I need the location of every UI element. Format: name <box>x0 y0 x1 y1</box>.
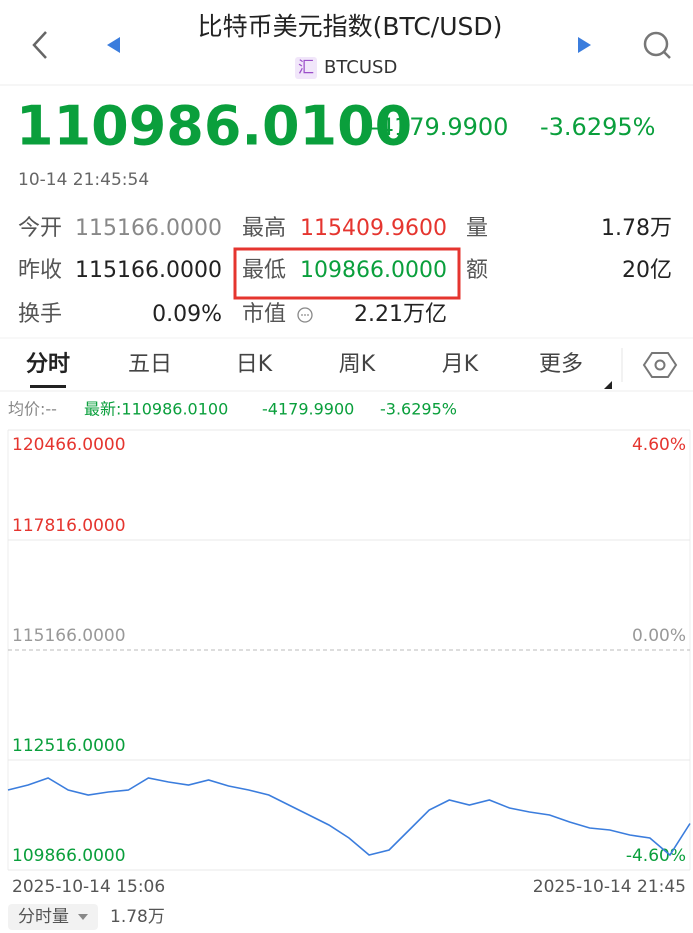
tab[interactable]: 更多 <box>539 352 583 377</box>
quote-time: 10-14 21:45:54 <box>18 170 149 190</box>
back-button[interactable] <box>32 31 47 59</box>
stat-label: 最高 <box>242 216 286 241</box>
stat-label: 最低 <box>242 258 286 283</box>
highlight-box <box>233 247 461 300</box>
y2-tick-label: 4.60% <box>632 435 686 455</box>
price-change-pct: -3.6295% <box>540 113 655 141</box>
stat-label: 今开 <box>18 216 62 241</box>
page-title: 比特币美元指数(BTC/USD) <box>198 12 503 41</box>
tab[interactable]: 分时 <box>26 352 70 377</box>
y-tick-label: 112516.0000 <box>12 736 126 756</box>
stat-label: 换手 <box>18 302 62 327</box>
settings-button[interactable] <box>642 352 678 378</box>
stat-label: 昨收 <box>18 258 62 283</box>
legend-change-pct: -3.6295% <box>380 400 457 419</box>
symbol: BTCUSD <box>324 57 397 78</box>
y-tick-label: 109866.0000 <box>12 846 126 866</box>
legend-avg: 均价:-- <box>8 400 57 419</box>
intraday-chart: 120466.0000 117816.0000 115166.0000 112516.… <box>7 429 691 897</box>
dropdown-arrow <box>78 914 88 920</box>
selector-bg[interactable] <box>8 904 98 930</box>
stat-label: 量 <box>466 216 488 241</box>
stat-label: 额 <box>466 258 488 283</box>
stat-value: 109866.0000 <box>300 258 447 283</box>
tab[interactable]: 周K <box>339 352 376 377</box>
tab-underline <box>30 385 66 388</box>
legend-change: -4179.9900 <box>262 400 354 419</box>
stat-value: 115166.0000 <box>75 216 222 241</box>
y2-tick-label: 0.00% <box>632 626 686 646</box>
badge-bg <box>295 57 317 79</box>
prev-button[interactable] <box>107 37 120 53</box>
stat-value: 1.78万 <box>601 216 672 241</box>
dropdown-corner <box>604 381 612 389</box>
stat-label: 市值 <box>242 302 286 327</box>
stat-value: 2.21万亿 <box>354 302 447 327</box>
price-change: -4179.9900 <box>370 113 508 141</box>
stat-value: 20亿 <box>622 258 672 283</box>
market-badge: 汇 <box>298 58 314 77</box>
stat-value: 115166.0000 <box>75 258 222 283</box>
volume-selector[interactable]: 分时量 <box>18 907 69 927</box>
x-end-label: 2025-10-14 21:45 <box>533 877 686 897</box>
tab[interactable]: 五日 <box>128 352 172 377</box>
y-tick-label: 117816.0000 <box>12 516 126 536</box>
x-start-label: 2025-10-14 15:06 <box>12 877 165 897</box>
tab[interactable]: 日K <box>236 352 273 377</box>
next-button[interactable] <box>578 37 591 53</box>
info-icon[interactable] <box>297 307 313 323</box>
stat-value: 0.09% <box>152 302 222 327</box>
y-tick-label: 115166.0000 <box>12 626 126 646</box>
last-price: 110986.0100 <box>16 95 412 158</box>
volume-value: 1.78万 <box>110 907 165 927</box>
search-button[interactable] <box>643 31 671 59</box>
y2-tick-label: -4.60% <box>626 846 686 866</box>
price-line <box>7 777 691 857</box>
tab[interactable]: 月K <box>442 352 479 377</box>
legend-latest: 最新:110986.0100 <box>84 400 228 419</box>
stat-value: 115409.9600 <box>300 216 447 241</box>
y-tick-label: 120466.0000 <box>12 435 126 455</box>
